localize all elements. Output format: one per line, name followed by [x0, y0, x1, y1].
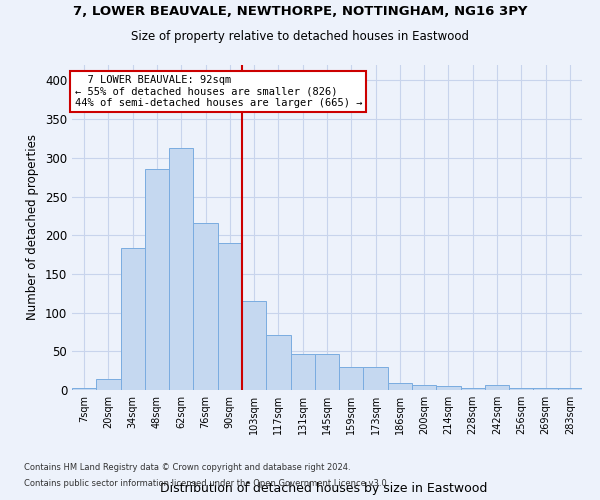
Bar: [290, 354, 315, 390]
Text: Contains public sector information licensed under the Open Government Licence v3: Contains public sector information licen…: [24, 478, 389, 488]
Bar: [364, 367, 388, 390]
Bar: [315, 354, 339, 390]
Bar: [436, 386, 461, 390]
Text: 7 LOWER BEAUVALE: 92sqm  
← 55% of detached houses are smaller (826)
44% of semi: 7 LOWER BEAUVALE: 92sqm ← 55% of detache…: [74, 74, 362, 108]
Bar: [485, 386, 509, 390]
Bar: [72, 388, 96, 390]
Bar: [121, 248, 145, 390]
Bar: [533, 388, 558, 390]
Bar: [266, 335, 290, 390]
Bar: [509, 388, 533, 390]
Bar: [193, 223, 218, 390]
Bar: [242, 301, 266, 390]
Bar: [558, 388, 582, 390]
Text: Contains HM Land Registry data © Crown copyright and database right 2024.: Contains HM Land Registry data © Crown c…: [24, 464, 350, 472]
Bar: [145, 170, 169, 390]
Bar: [388, 383, 412, 390]
Bar: [218, 243, 242, 390]
Y-axis label: Number of detached properties: Number of detached properties: [26, 134, 40, 320]
Bar: [339, 367, 364, 390]
Bar: [412, 386, 436, 390]
Text: Distribution of detached houses by size in Eastwood: Distribution of detached houses by size …: [160, 482, 488, 495]
Bar: [461, 388, 485, 390]
Bar: [169, 148, 193, 390]
Text: Size of property relative to detached houses in Eastwood: Size of property relative to detached ho…: [131, 30, 469, 43]
Text: 7, LOWER BEAUVALE, NEWTHORPE, NOTTINGHAM, NG16 3PY: 7, LOWER BEAUVALE, NEWTHORPE, NOTTINGHAM…: [73, 5, 527, 18]
Bar: [96, 379, 121, 390]
